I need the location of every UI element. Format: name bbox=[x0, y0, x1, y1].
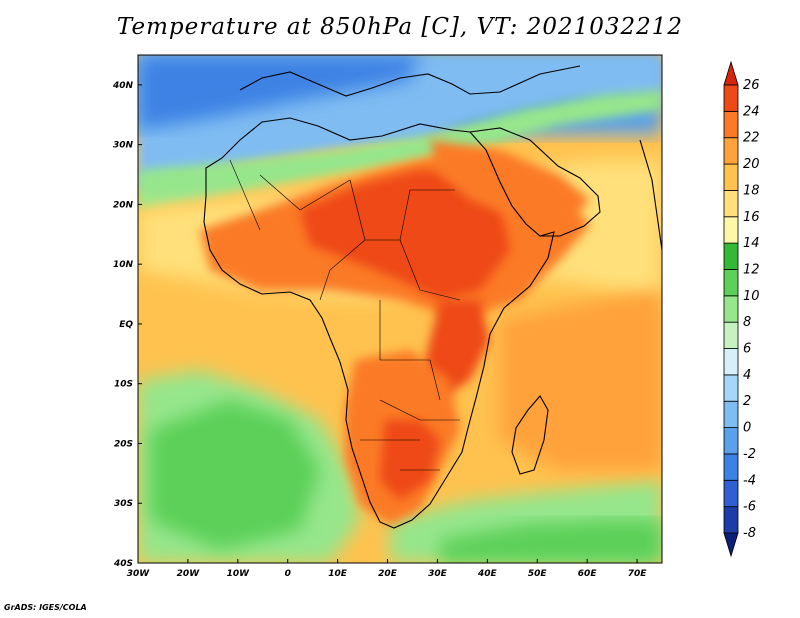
colorbar-level-label: 6 bbox=[743, 342, 751, 357]
colorbar-segment bbox=[723, 348, 739, 376]
lon-tick-label: 30W bbox=[127, 569, 151, 579]
colorbar-segment bbox=[723, 427, 739, 455]
field-europe-coldest bbox=[138, 55, 420, 130]
lon-tick-label: 50E bbox=[528, 569, 548, 579]
latitude-axis: 40N 30N 20N 10N EQ 10S 20S 30S 40S bbox=[112, 81, 142, 569]
field-sudan-hot bbox=[300, 170, 510, 300]
field-arabia-warm bbox=[430, 140, 590, 220]
lat-tick-label: 20N bbox=[113, 200, 134, 210]
colorbar-level-label: -6 bbox=[743, 500, 756, 515]
lon-tick-label: 30E bbox=[428, 569, 448, 579]
colorbar-level-label: 0 bbox=[743, 421, 751, 436]
lon-tick-label: 20E bbox=[378, 569, 398, 579]
africa-coastline bbox=[203, 117, 555, 529]
map-title: Temperature at 850hPa [C], VT: 202103221… bbox=[116, 14, 684, 40]
lat-tick-label: 10N bbox=[113, 260, 134, 270]
borders-inland bbox=[229, 159, 461, 471]
field-north-africa-cool bbox=[138, 90, 662, 210]
lat-tick-label: 30N bbox=[113, 141, 134, 151]
colorbar-level-label: -2 bbox=[743, 447, 756, 462]
country-borders bbox=[229, 159, 461, 471]
colorbar-segment bbox=[723, 110, 739, 139]
colorbar-segment bbox=[723, 190, 739, 218]
colorbar-segment bbox=[723, 453, 739, 481]
colorbar-segment bbox=[723, 506, 739, 534]
colorbar-segment bbox=[723, 400, 739, 428]
colorbar-level-label: 10 bbox=[743, 289, 760, 304]
colorbar-level-label: 4 bbox=[743, 368, 751, 383]
lat-tick-label: 40S bbox=[113, 559, 133, 569]
madagascar-coast bbox=[511, 395, 549, 475]
colorbar-segment bbox=[723, 84, 739, 112]
colorbar-level-label: 16 bbox=[743, 210, 760, 225]
lon-tick-label: 40E bbox=[477, 569, 498, 579]
colorbar-level-label: -8 bbox=[743, 526, 756, 541]
colorbar-level-label: 8 bbox=[743, 315, 751, 330]
colorbar-level-label: 22 bbox=[743, 131, 760, 146]
colorbar-segment bbox=[723, 269, 739, 297]
colorbar-segment bbox=[723, 163, 739, 191]
lon-tick-label: 10W bbox=[227, 569, 251, 579]
plot-frame bbox=[137, 54, 663, 564]
colorbar-level-label: 20 bbox=[743, 157, 760, 172]
colorbar-level-label: 12 bbox=[743, 262, 760, 277]
colorbar-segment bbox=[723, 242, 739, 270]
lon-tick-label: 70E bbox=[628, 569, 648, 579]
colorbar-level-label: 14 bbox=[743, 236, 760, 251]
lon-tick-label: 60E bbox=[578, 569, 598, 579]
colorbar-level-label: 18 bbox=[743, 183, 760, 198]
colorbar-level-label: 26 bbox=[743, 78, 760, 93]
lon-tick-label: 10E bbox=[328, 569, 348, 579]
colorbar-level-label: 2 bbox=[743, 394, 751, 409]
lat-tick-label: 10S bbox=[114, 380, 133, 390]
lat-tick-label: 40N bbox=[112, 81, 134, 91]
lat-tick-label: 20S bbox=[114, 439, 133, 449]
longitude-axis: 30W 20W 10W 0 10E 20E 30E 40E 50E 60E 70E bbox=[127, 559, 647, 579]
lon-tick-label: 20W bbox=[177, 569, 201, 579]
colorbar-level-label: 24 bbox=[743, 104, 760, 119]
colorbar-segment bbox=[723, 374, 739, 402]
lat-tick-label: EQ bbox=[119, 320, 133, 330]
field-indian-ocean bbox=[500, 290, 662, 470]
lon-tick-label: 0 bbox=[285, 569, 291, 579]
field-southern-ocean-cool bbox=[440, 520, 662, 563]
europe-coast bbox=[239, 65, 581, 97]
arabian-peninsula-coast bbox=[469, 127, 601, 237]
colorbar-top-arrow bbox=[723, 60, 739, 86]
colorbar-segment bbox=[723, 321, 739, 349]
lat-tick-label: 30S bbox=[114, 499, 133, 509]
colorbar-bottom-arrow bbox=[723, 532, 739, 558]
grads-credit: GrADS: IGES/COLA bbox=[4, 603, 87, 612]
india-coast bbox=[639, 139, 663, 251]
colorbar-segment bbox=[723, 479, 739, 508]
colorbar-segment bbox=[723, 295, 739, 323]
colorbar-segment bbox=[723, 137, 739, 165]
colorbar-level-label: -4 bbox=[743, 473, 756, 488]
coastlines bbox=[203, 65, 663, 529]
colorbar-segment bbox=[723, 216, 739, 244]
temperature-field bbox=[138, 55, 662, 563]
field-south-atlantic-cooler bbox=[150, 400, 320, 550]
